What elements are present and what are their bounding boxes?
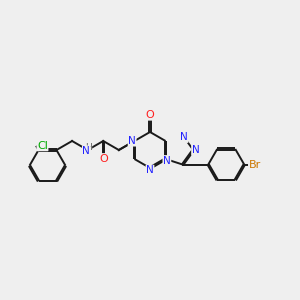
Text: N: N <box>82 146 90 156</box>
Text: N: N <box>146 165 154 175</box>
Text: O: O <box>99 154 108 164</box>
Text: N: N <box>163 156 171 166</box>
Text: N: N <box>128 136 136 146</box>
Text: N: N <box>180 132 188 142</box>
Text: Br: Br <box>249 160 261 170</box>
Text: H: H <box>85 143 92 152</box>
Text: Cl: Cl <box>37 141 48 151</box>
Text: N: N <box>192 145 200 155</box>
Text: O: O <box>146 110 154 120</box>
